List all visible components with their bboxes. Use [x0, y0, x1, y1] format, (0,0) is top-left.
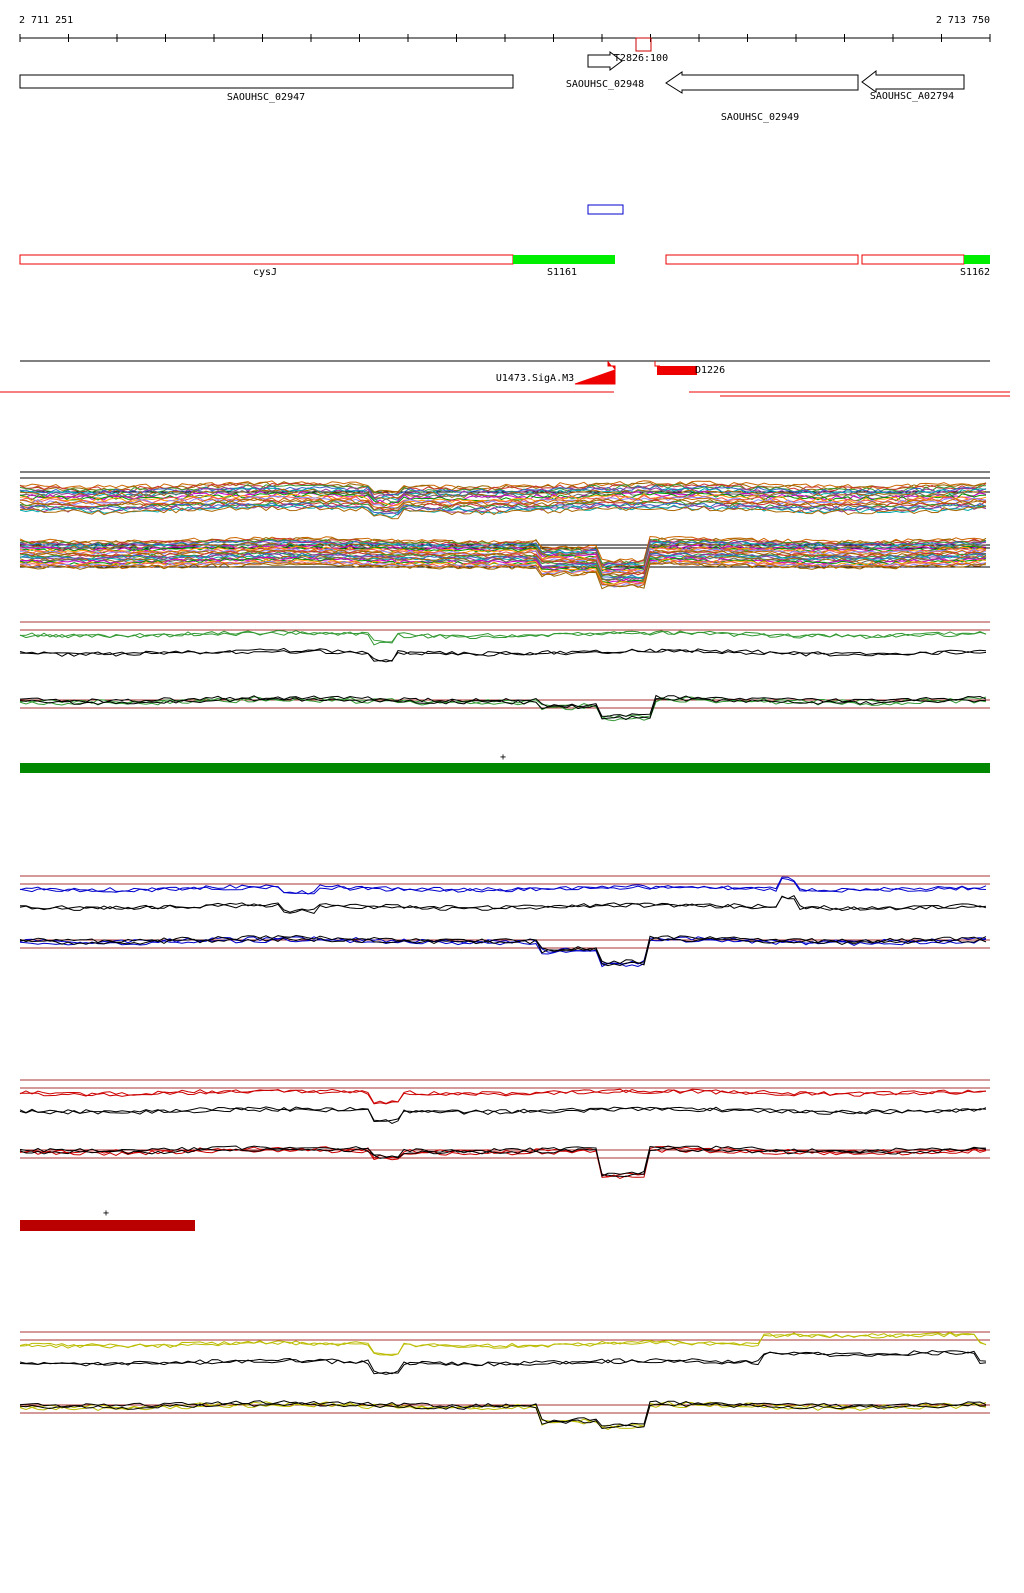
promoter-label: D1226 [695, 365, 725, 376]
gene-label: SAOUHSC_02948 [566, 79, 644, 90]
ruler-end: 2 713 750 [936, 15, 990, 26]
expression-curve [19, 1403, 987, 1430]
gene-label: SAOUHSC_02947 [227, 92, 305, 103]
expression-curve [20, 1088, 987, 1105]
marker-label: + [103, 1208, 109, 1219]
expression-curve [19, 485, 987, 499]
expression-curve [19, 493, 987, 507]
expression-curve [19, 1402, 987, 1430]
terminator-label: T2826:100 [614, 53, 668, 64]
gene-label: SAOUHSC_02949 [721, 112, 799, 123]
expression-tracks [19, 471, 990, 1430]
region-bar [20, 1220, 195, 1231]
expression-curve [19, 694, 987, 717]
expression-curve [19, 556, 987, 584]
expression-curve [19, 562, 987, 590]
expression-curve [19, 545, 987, 573]
promoter-mark [574, 361, 616, 385]
ruler-ticks [19, 34, 991, 42]
expression-curve [19, 560, 987, 588]
expression-curve [19, 549, 987, 577]
expression-curve [19, 1145, 986, 1177]
ruler-start: 2 711 251 [19, 15, 73, 26]
promoter-mark [654, 361, 660, 367]
expression-curve [19, 1088, 987, 1105]
terminator-box [635, 37, 652, 52]
expression-curve [19, 877, 987, 895]
expression-curve [19, 629, 987, 643]
expression-curve [19, 1332, 987, 1357]
expression-curve [19, 553, 987, 581]
expression-curve [19, 936, 987, 967]
operon-box [665, 254, 859, 265]
gene-arrow [861, 69, 965, 93]
expression-curve [19, 545, 987, 573]
operon-box [861, 254, 965, 265]
expression-curve [19, 934, 987, 965]
expression-curve [19, 895, 987, 914]
expression-curve [19, 556, 987, 583]
expression-curve [19, 484, 987, 496]
operon-box [964, 255, 990, 264]
gene-label: SAOUHSC_A02794 [870, 91, 954, 102]
expression-curve [19, 499, 987, 513]
expression-curve [19, 504, 987, 518]
expression-curve [19, 537, 987, 566]
expression-curve [19, 552, 987, 579]
expression-curve [19, 502, 987, 515]
expression-curve [19, 1107, 987, 1124]
expression-curve [19, 1400, 987, 1427]
expression-curve [19, 1350, 987, 1375]
feature-box [587, 204, 624, 215]
expression-curve [19, 631, 987, 646]
operon-box [19, 254, 514, 265]
promoter-mark [657, 366, 697, 375]
expression-curve [20, 505, 987, 520]
expression-curve [19, 480, 987, 494]
expression-curve [19, 481, 987, 494]
operon-label: S1162 [960, 267, 990, 278]
expression-curve [19, 546, 987, 574]
expression-curve [19, 1147, 987, 1180]
expression-curve [19, 490, 987, 505]
expression-curve [19, 494, 987, 509]
marker-label: + [500, 752, 506, 763]
gene-arrow [665, 71, 859, 94]
operon-label: cysJ [253, 267, 277, 278]
promoter-label: U1473.SigA.M3 [496, 373, 574, 384]
expression-curve [19, 649, 987, 663]
region-bar [20, 763, 990, 773]
operon-label: S1161 [547, 267, 577, 278]
expression-curve [19, 1331, 987, 1355]
expression-curve [19, 487, 987, 501]
expression-curve [19, 1106, 987, 1123]
gene-arrow [587, 51, 623, 71]
operon-box [513, 255, 615, 264]
gene-box [19, 74, 514, 89]
expression-curve [19, 500, 987, 513]
